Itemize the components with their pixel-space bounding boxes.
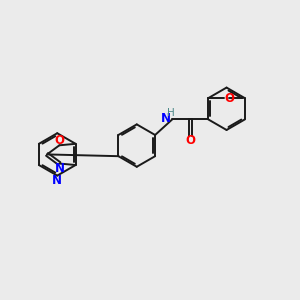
Text: N: N xyxy=(52,174,62,187)
Text: O: O xyxy=(185,134,196,147)
Text: H: H xyxy=(167,109,174,118)
Text: N: N xyxy=(160,112,170,125)
Text: O: O xyxy=(224,92,234,105)
Text: O: O xyxy=(54,134,64,147)
Text: N: N xyxy=(55,162,65,175)
